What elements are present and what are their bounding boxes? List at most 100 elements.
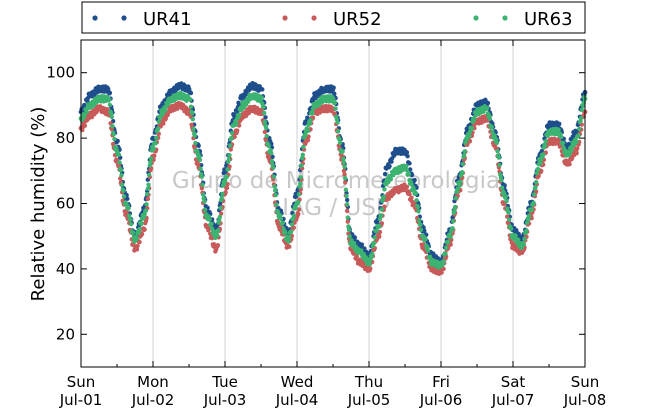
series-dot	[556, 127, 561, 132]
series-dot	[341, 168, 347, 174]
series-dot	[193, 140, 198, 146]
series-dot	[443, 251, 448, 256]
series-dot	[218, 205, 223, 211]
series-dot	[335, 129, 341, 134]
series-dot	[346, 224, 351, 229]
series-dot	[236, 112, 242, 118]
series-dot	[485, 100, 491, 106]
series-dot	[262, 110, 267, 116]
series-dot	[283, 230, 288, 236]
series-dot	[266, 143, 271, 149]
series-dot	[494, 140, 500, 145]
series-dot	[443, 245, 449, 251]
series-dot	[219, 195, 224, 201]
series-dot	[125, 196, 130, 202]
series-dot	[146, 172, 152, 178]
series-dot	[533, 179, 539, 185]
series-dot	[341, 156, 346, 161]
series-dot	[331, 85, 336, 90]
series-dot	[404, 167, 410, 173]
series-dot	[521, 242, 527, 247]
x-tick-day: Sun	[67, 373, 96, 391]
series-dot	[153, 141, 158, 146]
series-dot	[199, 186, 205, 191]
legend-marker	[92, 15, 98, 21]
series-dot	[377, 234, 382, 239]
series-dot	[344, 208, 350, 214]
series-dot	[406, 171, 412, 177]
series-dot	[416, 217, 422, 223]
series-dot	[441, 266, 446, 272]
series-dot	[503, 194, 509, 199]
series-dot	[416, 209, 421, 214]
series-dot	[534, 170, 539, 176]
series-dot	[207, 217, 212, 222]
series-dot	[462, 149, 467, 154]
series-dot	[134, 247, 140, 252]
series-dot	[362, 246, 367, 251]
series-dot	[264, 133, 269, 139]
series-dot	[359, 242, 365, 247]
series-dot	[229, 135, 234, 141]
series-dot	[497, 162, 502, 168]
x-tick-label: Jul-03	[203, 391, 247, 409]
series-dot	[569, 148, 574, 153]
series-dot	[144, 202, 149, 207]
series-dot	[269, 151, 274, 156]
series-dot	[448, 234, 453, 240]
legend-marker	[311, 15, 317, 21]
series-dot	[199, 174, 205, 179]
series-dot	[441, 258, 446, 264]
series-dot	[368, 266, 373, 271]
series-dot	[278, 216, 284, 221]
series-dot	[109, 114, 115, 120]
series-dot	[121, 188, 126, 193]
series-dot	[287, 235, 292, 240]
series-dot	[487, 113, 492, 118]
series-dot	[343, 180, 348, 185]
series-dot	[107, 102, 113, 108]
series-dot	[280, 220, 286, 226]
series-dot	[119, 182, 125, 188]
x-tick-day: Mon	[137, 373, 169, 391]
series-dot	[405, 153, 410, 159]
series-dot	[377, 223, 382, 229]
series-dot	[460, 161, 466, 167]
series-dot	[499, 177, 504, 183]
series-dot	[307, 121, 313, 126]
legend-marker	[121, 15, 127, 21]
series-dot	[332, 100, 338, 105]
series-dot	[407, 191, 412, 197]
series-dot	[82, 123, 88, 128]
series-dot	[119, 173, 124, 178]
series-dot	[455, 186, 460, 191]
series-dot	[531, 200, 536, 206]
series-dot	[290, 217, 296, 222]
series-dot	[91, 103, 97, 108]
series-dot	[273, 192, 278, 198]
series-dot	[191, 126, 196, 132]
series-dot	[409, 195, 414, 200]
series-dot	[342, 172, 347, 177]
series-dot	[137, 239, 142, 245]
series-dot	[337, 140, 343, 146]
series-dot	[389, 159, 394, 164]
series-dot	[296, 199, 301, 205]
x-tick-label: Jul-04	[275, 391, 319, 409]
y-axis: 20 40 60 80 100	[46, 64, 585, 343]
series-dot	[542, 143, 548, 148]
series-dot	[412, 177, 417, 183]
series-dot	[107, 96, 112, 102]
series-dot	[404, 164, 409, 169]
series-dot	[379, 213, 384, 218]
series-dot	[111, 131, 116, 137]
series-dot	[145, 191, 150, 197]
series-dot	[472, 115, 477, 121]
series-dot	[557, 121, 562, 126]
series-dot	[291, 225, 296, 230]
series-dot	[270, 154, 275, 160]
series-dot	[224, 174, 230, 179]
x-tick-label: Jul-05	[347, 391, 391, 409]
series-dot	[508, 226, 514, 232]
series-dot	[224, 185, 230, 191]
